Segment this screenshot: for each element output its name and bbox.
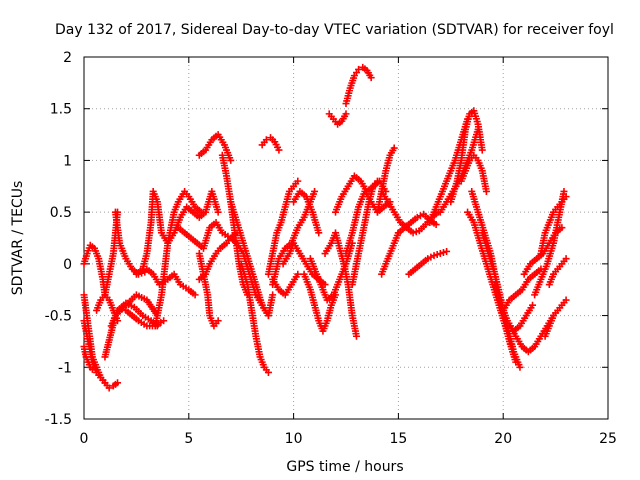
x-tick-label: 15 — [389, 431, 407, 447]
data-point — [269, 291, 277, 299]
data-point — [367, 74, 375, 82]
data-point — [355, 65, 363, 73]
series-t20 — [227, 234, 277, 320]
x-tick-label: 0 — [80, 431, 89, 447]
y-axis-title: SDTVAR / TECUs — [10, 181, 26, 296]
data-point — [191, 291, 199, 299]
data-point — [516, 363, 524, 371]
data-point — [88, 365, 96, 373]
data-point — [262, 136, 270, 144]
series-t2 — [80, 317, 109, 387]
series-t51 — [541, 296, 570, 340]
data-point — [390, 144, 398, 152]
data-point — [409, 229, 417, 237]
data-point — [443, 247, 451, 255]
series-t21 — [258, 134, 283, 154]
series-t4 — [80, 343, 96, 373]
data-point — [294, 270, 302, 278]
data-point — [560, 187, 568, 195]
data-point — [275, 146, 283, 154]
series-t28 — [325, 110, 350, 128]
series-t3 — [80, 241, 109, 299]
series-t22 — [264, 177, 302, 278]
series-t40 — [447, 107, 486, 206]
y-tick-label: 1 — [63, 153, 72, 169]
series-t10 — [143, 265, 199, 299]
x-tick-label: 10 — [285, 431, 303, 447]
series-t50 — [537, 193, 570, 258]
series-t9 — [132, 187, 172, 278]
y-tick-label: 0 — [63, 257, 72, 273]
data-point — [105, 384, 113, 392]
plot-frame — [83, 56, 609, 420]
data-point — [114, 317, 122, 325]
series-t27 — [321, 229, 360, 340]
data-point — [264, 368, 272, 376]
data-point — [294, 177, 302, 185]
series-t11 — [151, 187, 205, 330]
x-axis-title: GPS time / hours — [286, 459, 403, 475]
data-point — [436, 250, 444, 258]
x-tick-label: 5 — [184, 431, 193, 447]
series-t12 — [164, 187, 222, 247]
series-t54 — [122, 306, 168, 330]
data-point — [214, 317, 222, 325]
y-tick-label: -0.5 — [45, 309, 72, 325]
data-point — [562, 193, 570, 201]
data-point — [430, 252, 438, 260]
data-points — [80, 63, 570, 392]
trace-marker — [433, 251, 441, 259]
series-t45 — [491, 281, 537, 335]
series-t32 — [348, 177, 381, 289]
y-tick-label: -1.5 — [45, 412, 72, 428]
data-point — [227, 156, 235, 164]
data-point — [160, 317, 168, 325]
series-t55 — [269, 270, 302, 299]
x-tick-label: 25 — [599, 431, 617, 447]
series-t56 — [290, 187, 323, 237]
series-t15 — [195, 250, 222, 330]
data-point — [311, 187, 319, 195]
data-point — [373, 177, 381, 185]
series-t52 — [545, 255, 570, 289]
data-point — [114, 379, 122, 387]
x-tick-label: 20 — [494, 431, 512, 447]
trace-marker — [439, 248, 447, 256]
chart-title: Day 132 of 2017, Sidereal Day-to-day VTE… — [55, 22, 614, 38]
data-point — [101, 379, 109, 387]
series-t46 — [499, 265, 545, 314]
y-tick-label: 0.5 — [50, 205, 72, 221]
data-point — [562, 296, 570, 304]
data-point — [432, 221, 440, 229]
data-point — [529, 301, 537, 309]
data-point — [482, 187, 490, 195]
y-tick-label: 1.5 — [50, 102, 72, 118]
data-point — [562, 255, 570, 263]
data-point — [315, 229, 323, 237]
y-tick-label: 2 — [63, 50, 72, 66]
data-point — [214, 208, 222, 216]
series-t41 — [457, 151, 490, 195]
data-point — [352, 332, 360, 340]
series-t25 — [300, 270, 340, 335]
series-t13 — [174, 218, 235, 252]
y-tick-label: -1 — [58, 360, 72, 376]
data-point — [478, 146, 486, 154]
series-t29 — [342, 63, 375, 108]
series-t53 — [93, 291, 122, 325]
axis-ticks: 0 5 10 15 20 25 -1.5 -1 -0.5 0 0.5 1 1.5 2 — [45, 50, 617, 447]
trace-marker — [412, 228, 420, 236]
series-t37 — [405, 247, 451, 278]
data-point — [342, 110, 350, 118]
series-t16 — [195, 131, 235, 164]
series-t23 — [269, 187, 319, 289]
